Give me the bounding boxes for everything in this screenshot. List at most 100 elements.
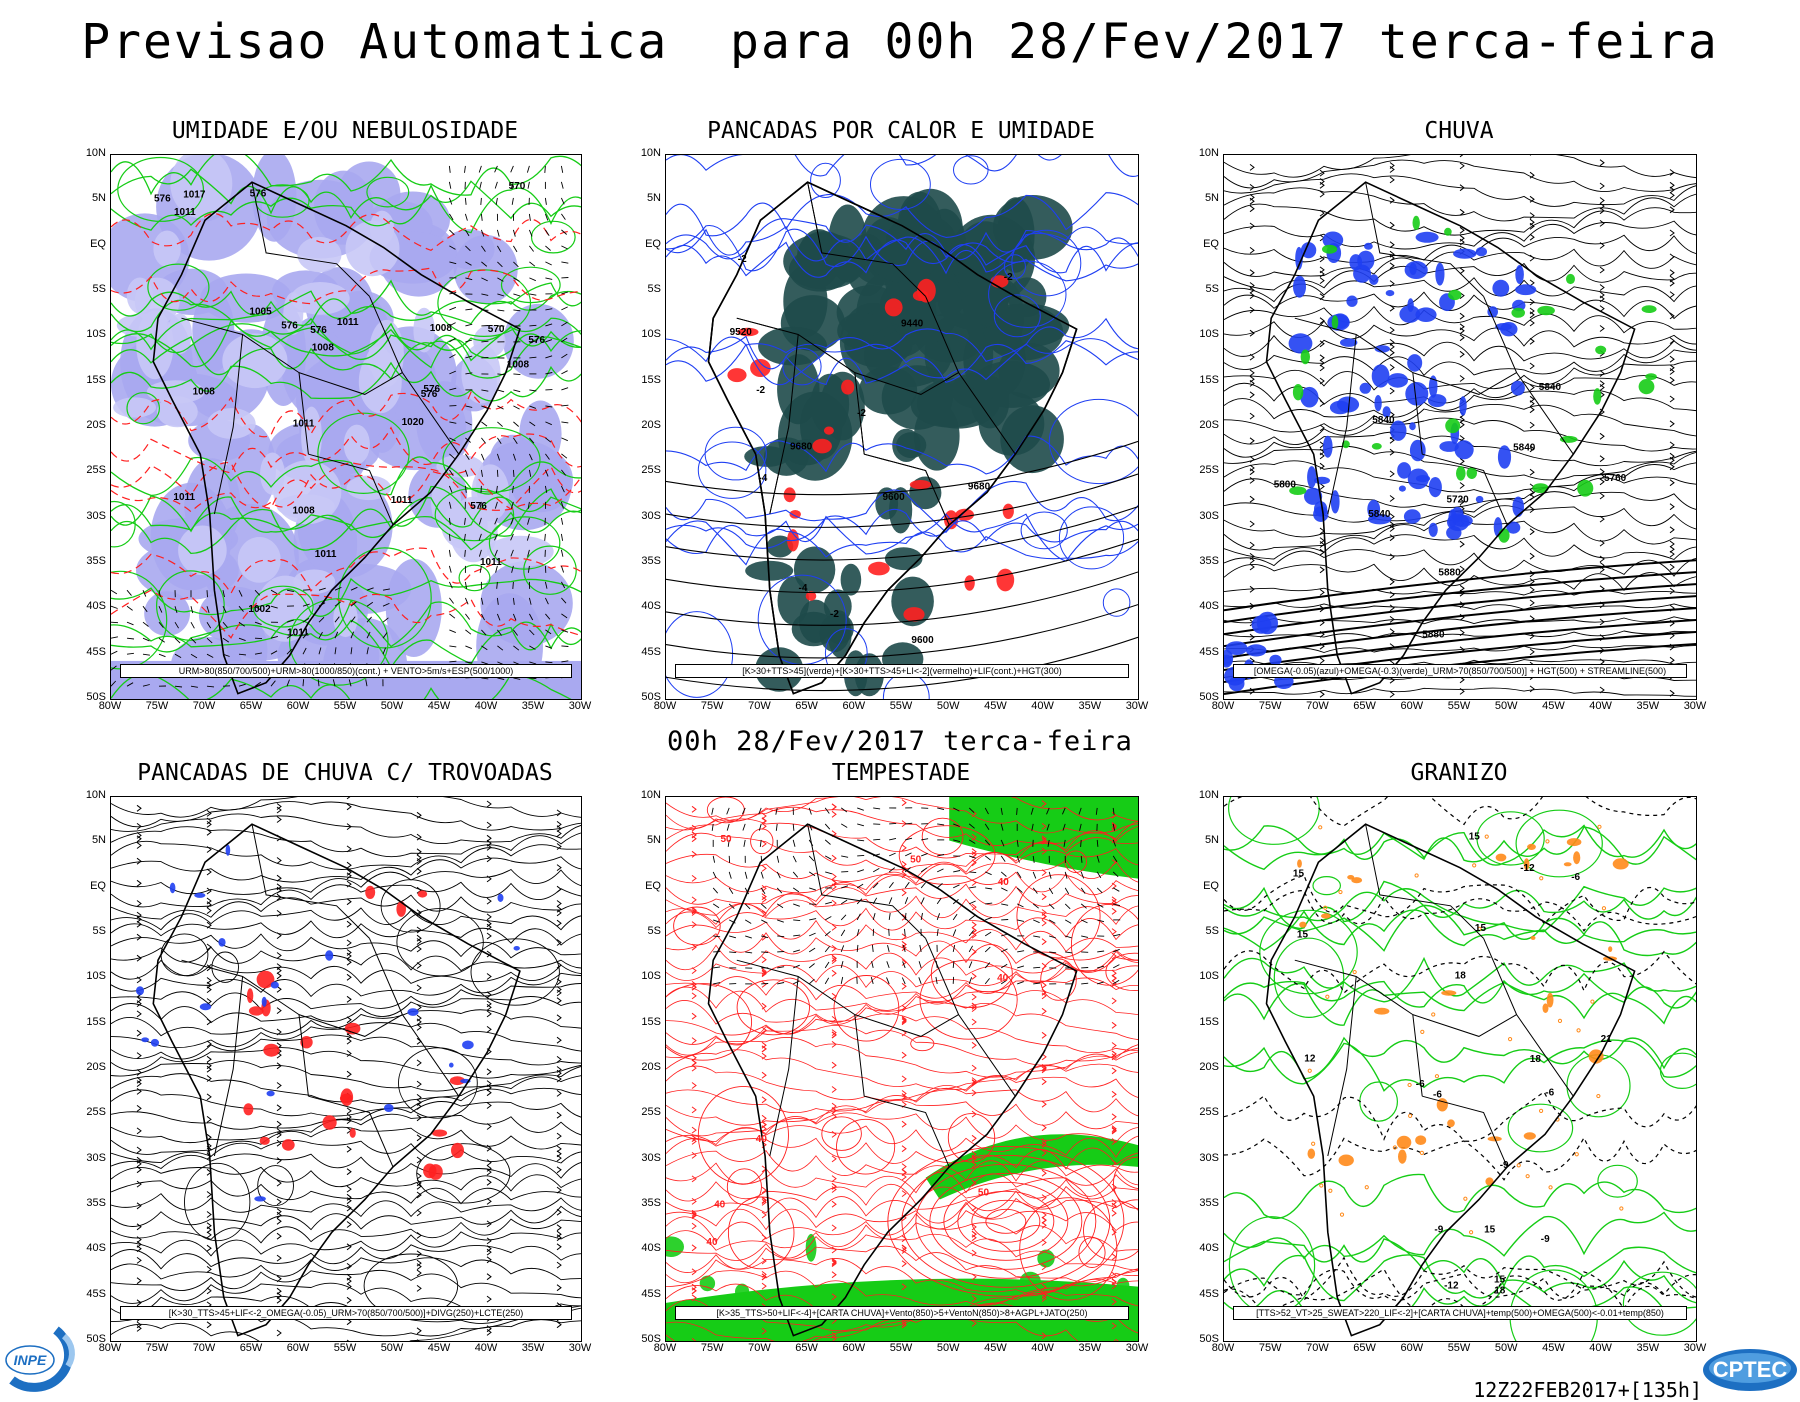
lat-tick-label: EQ — [1193, 238, 1219, 250]
lon-tick-label: 55W — [330, 700, 360, 712]
lat-tick-label: 35S — [635, 555, 661, 567]
contour-label: -2 — [756, 385, 765, 396]
lat-tick-label: 15S — [1193, 1016, 1219, 1028]
contour-label: 1011 — [391, 495, 413, 506]
lat-tick-label: 40S — [80, 1242, 106, 1254]
lon-tick-label: 80W — [95, 1342, 125, 1354]
lat-tick-label: 45S — [635, 646, 661, 658]
contour-label: 15 — [1297, 930, 1309, 941]
lat-tick-label: 10S — [80, 328, 106, 340]
lat-tick-label: 45S — [635, 1288, 661, 1300]
contour-label: -4 — [758, 473, 767, 484]
lat-tick-label: 25S — [635, 1106, 661, 1118]
lon-tick-label: 60W — [839, 1342, 869, 1354]
lon-tick-label: 45W — [980, 700, 1010, 712]
contour-label: 576 — [470, 501, 487, 512]
lon-tick-label: 70W — [189, 700, 219, 712]
lat-tick-label: 15S — [635, 374, 661, 386]
lon-tick-label: 35W — [518, 1342, 548, 1354]
lon-tick-label: 60W — [283, 700, 313, 712]
contour-label: 21 — [1601, 1034, 1613, 1045]
lat-tick-label: 35S — [1193, 1197, 1219, 1209]
contour-label: 5840 — [1368, 509, 1391, 520]
lat-tick-label: 35S — [80, 555, 106, 567]
contour-label: 15 — [1293, 868, 1305, 879]
lat-tick-label: 20S — [635, 419, 661, 431]
contour-label: 5760 — [1604, 473, 1627, 484]
lon-tick-label: 35W — [1633, 1342, 1663, 1354]
contour-label: -2 — [738, 254, 747, 265]
lon-tick-label: 40W — [471, 700, 501, 712]
lon-tick-label: 45W — [1538, 700, 1568, 712]
contour-label: 576 — [528, 335, 545, 346]
lon-tick-label: 65W — [1350, 1342, 1380, 1354]
contour-label: -9 — [1500, 1160, 1509, 1171]
contour-label: 9600 — [911, 635, 934, 646]
contour-label: 570 — [509, 181, 526, 192]
contour-label: -9 — [1434, 1224, 1443, 1235]
lat-tick-label: 30S — [80, 510, 106, 522]
panel-title: UMIDADE E/OU NEBULOSIDADE — [110, 118, 580, 144]
contour-label: 1020 — [402, 417, 425, 428]
lat-tick-label: 5S — [1193, 925, 1219, 937]
lat-tick-label: 30S — [80, 1152, 106, 1164]
lon-tick-label: 80W — [650, 700, 680, 712]
lat-tick-label: 5S — [1193, 283, 1219, 295]
inpe-logo: INPE — [2, 1326, 90, 1394]
contour-label: 9680 — [790, 441, 813, 452]
lat-tick-label: 5N — [635, 192, 661, 204]
lat-tick-label: EQ — [635, 880, 661, 892]
lon-tick-label: 65W — [236, 700, 266, 712]
lat-tick-label: EQ — [80, 238, 106, 250]
lat-tick-label: 10N — [635, 789, 661, 801]
contour-label: 9600 — [883, 492, 906, 503]
contour-label: 1011 — [480, 557, 502, 568]
contour-label: 5880 — [1422, 630, 1445, 641]
lon-tick-label: 55W — [1444, 700, 1474, 712]
lon-tick-label: 50W — [933, 1342, 963, 1354]
contour-label: 570 — [488, 324, 505, 335]
contour-label: 5840 — [1539, 382, 1562, 393]
panel-title: CHUVA — [1223, 118, 1695, 144]
contour-label: 5720 — [1447, 495, 1470, 506]
contour-label: 1008 — [507, 359, 530, 370]
contour-label: -6 — [1571, 872, 1580, 883]
lon-tick-label: 40W — [1028, 1342, 1058, 1354]
contour-label: 9680 — [968, 481, 991, 492]
lat-tick-label: 10S — [80, 970, 106, 982]
lat-tick-label: 10N — [80, 147, 106, 159]
lon-tick-label: 65W — [792, 700, 822, 712]
lon-tick-label: 60W — [839, 700, 869, 712]
contour-label: 576 — [423, 384, 440, 395]
contour-label: -12 — [1444, 1280, 1459, 1291]
lat-tick-label: 40S — [1193, 600, 1219, 612]
contour-label: 18 — [1494, 1285, 1506, 1296]
contour-label: -6 — [1416, 1079, 1425, 1090]
contour-label: 40 — [998, 877, 1010, 888]
lat-tick-label: 5S — [80, 283, 106, 295]
lat-tick-label: 15S — [80, 1016, 106, 1028]
lon-tick-label: 40W — [1028, 700, 1058, 712]
lon-tick-label: 55W — [330, 1342, 360, 1354]
lat-tick-label: EQ — [80, 880, 106, 892]
lat-tick-label: 25S — [635, 464, 661, 476]
map-canvas: -6-6-6-618151515151518-9-9-912151821-12-… — [1224, 797, 1696, 1341]
lat-tick-label: 30S — [1193, 1152, 1219, 1164]
secondary-title: 00h 28/Fev/2017 terca-feira — [0, 726, 1800, 757]
contour-label: 5840 — [1513, 443, 1536, 454]
lat-tick-label: 5S — [635, 925, 661, 937]
lon-tick-label: 75W — [1255, 700, 1285, 712]
lon-tick-label: 30W — [1680, 700, 1710, 712]
lat-tick-label: 5N — [80, 834, 106, 846]
lat-tick-label: 10S — [635, 970, 661, 982]
lat-tick-label: 40S — [635, 1242, 661, 1254]
lon-tick-label: 70W — [744, 1342, 774, 1354]
lat-tick-label: 10N — [1193, 789, 1219, 801]
lon-tick-label: 65W — [236, 1342, 266, 1354]
lat-tick-label: 25S — [1193, 464, 1219, 476]
lat-tick-label: 25S — [80, 1106, 106, 1118]
